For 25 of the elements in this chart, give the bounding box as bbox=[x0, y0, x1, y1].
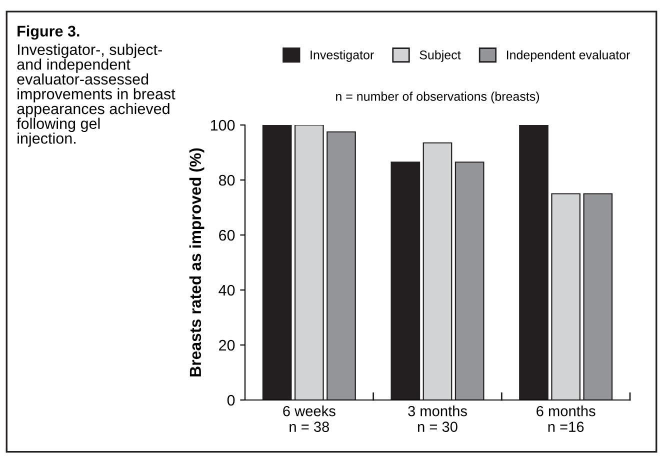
bar bbox=[326, 131, 356, 400]
y-tick-label: 40 bbox=[218, 284, 235, 296]
y-axis-title: Breasts rated as improved (%) bbox=[189, 148, 204, 376]
legend-label: Subject bbox=[420, 50, 461, 62]
bar bbox=[519, 125, 548, 400]
y-tick-label: 20 bbox=[219, 340, 235, 351]
x-tick-label: 3 months n = 30 bbox=[408, 406, 467, 432]
y-tick-label: 60 bbox=[219, 230, 235, 241]
x-tick-label: 6 months n =16 bbox=[536, 406, 596, 432]
bar bbox=[422, 142, 452, 400]
y-tick-label: 100 bbox=[210, 120, 235, 131]
bar bbox=[551, 193, 581, 400]
text: n = number of observations (breasts) bbox=[336, 92, 540, 104]
legend-label: Independent evaluator bbox=[506, 50, 630, 62]
y-tick-label: 80 bbox=[218, 174, 235, 186]
bar bbox=[390, 162, 420, 400]
bar bbox=[262, 125, 292, 400]
text: Investigator-, subject- and independent evaluator-assessed improvements in breast appearances achieved following gel injection. bbox=[16, 44, 176, 147]
bar bbox=[583, 193, 613, 400]
y-tick-label: 0 bbox=[227, 394, 235, 406]
x-tick-label: 6 weeks n = 38 bbox=[283, 406, 336, 432]
legend-label: Investigator bbox=[310, 50, 374, 62]
bar bbox=[454, 162, 484, 400]
text: Figure 3. bbox=[18, 25, 80, 40]
bar bbox=[294, 125, 324, 400]
